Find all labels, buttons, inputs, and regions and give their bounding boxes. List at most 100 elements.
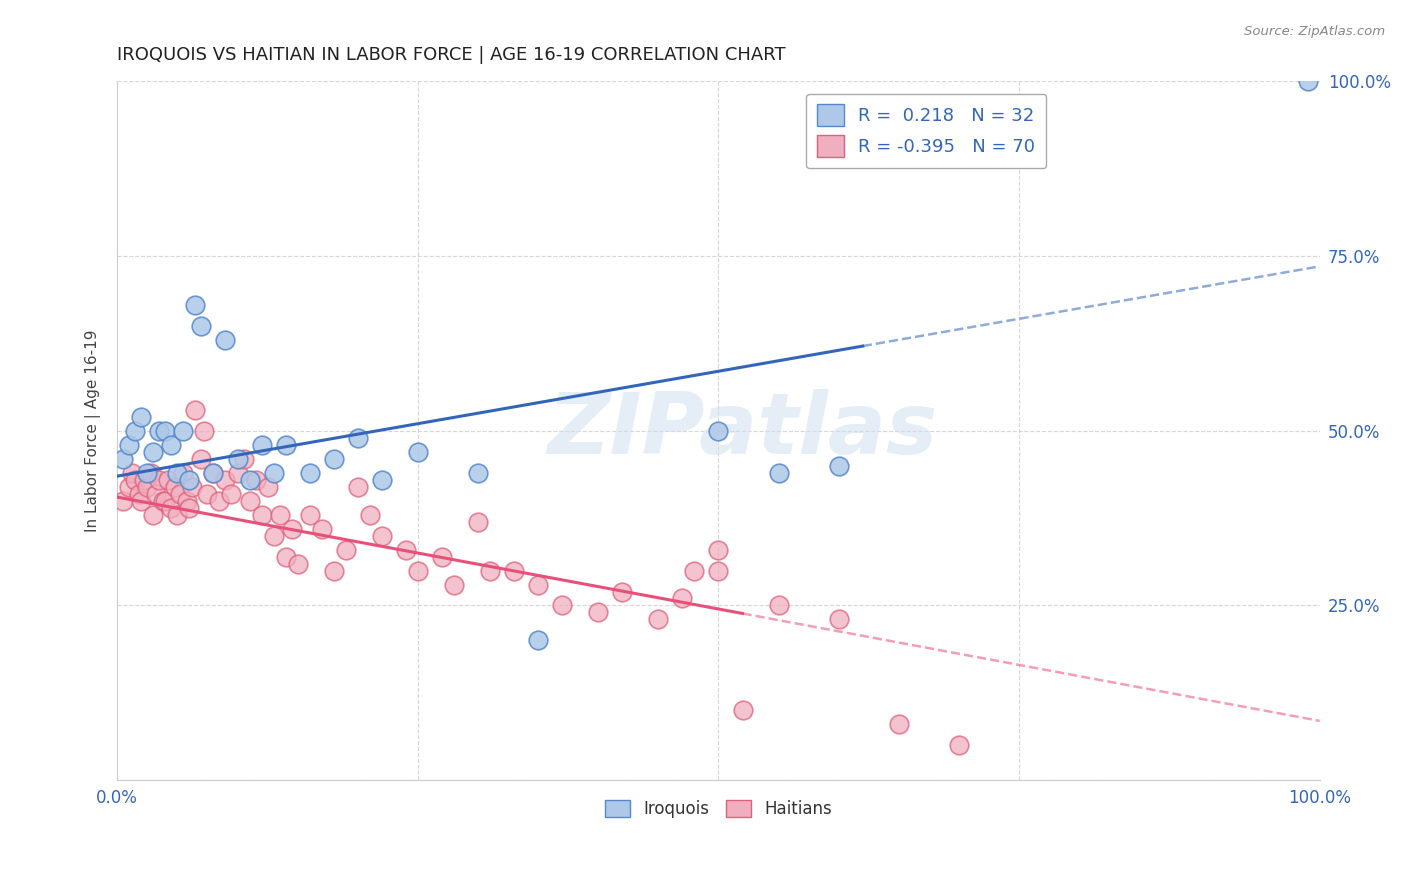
Point <box>131 409 153 424</box>
Point <box>371 473 394 487</box>
Point <box>647 612 669 626</box>
Point <box>948 739 970 753</box>
Point <box>180 480 202 494</box>
Point <box>683 564 706 578</box>
Text: Source: ZipAtlas.com: Source: ZipAtlas.com <box>1244 25 1385 38</box>
Text: IROQUOIS VS HAITIAN IN LABOR FORCE | AGE 16-19 CORRELATION CHART: IROQUOIS VS HAITIAN IN LABOR FORCE | AGE… <box>117 46 786 64</box>
Point <box>359 508 381 522</box>
Point <box>226 466 249 480</box>
Point <box>166 466 188 480</box>
Point <box>322 564 344 578</box>
Legend: Iroquois, Haitians: Iroquois, Haitians <box>599 793 838 824</box>
Point <box>160 437 183 451</box>
Point <box>274 549 297 564</box>
Point <box>148 424 170 438</box>
Point <box>406 564 429 578</box>
Point <box>298 466 321 480</box>
Point <box>112 451 135 466</box>
Point <box>551 599 574 613</box>
Point <box>280 522 302 536</box>
Point <box>430 549 453 564</box>
Point <box>202 466 225 480</box>
Point <box>263 528 285 542</box>
Point <box>142 508 165 522</box>
Point <box>155 424 177 438</box>
Point <box>395 542 418 557</box>
Point <box>346 480 368 494</box>
Point <box>731 703 754 717</box>
Point <box>136 480 159 494</box>
Point <box>202 466 225 480</box>
Point <box>124 473 146 487</box>
Point <box>142 444 165 458</box>
Point <box>184 402 207 417</box>
Point <box>274 437 297 451</box>
Point <box>406 444 429 458</box>
Point <box>197 486 219 500</box>
Point <box>828 458 851 473</box>
Point <box>612 584 634 599</box>
Point <box>707 424 730 438</box>
Point <box>250 437 273 451</box>
Point <box>145 486 167 500</box>
Point <box>163 480 186 494</box>
Point <box>179 500 201 515</box>
Point <box>214 473 236 487</box>
Point <box>190 451 212 466</box>
Point <box>172 466 194 480</box>
Point <box>112 493 135 508</box>
Point <box>155 493 177 508</box>
Point <box>232 451 254 466</box>
Point <box>238 473 260 487</box>
Point <box>768 466 790 480</box>
Point <box>221 486 243 500</box>
Point <box>311 522 333 536</box>
Point <box>269 508 291 522</box>
Point <box>707 542 730 557</box>
Y-axis label: In Labor Force | Age 16-19: In Labor Force | Age 16-19 <box>86 329 101 532</box>
Point <box>226 451 249 466</box>
Point <box>124 424 146 438</box>
Point <box>887 717 910 731</box>
Point <box>250 508 273 522</box>
Point <box>707 564 730 578</box>
Point <box>160 500 183 515</box>
Point <box>346 431 368 445</box>
Point <box>263 466 285 480</box>
Point <box>298 508 321 522</box>
Point <box>152 493 174 508</box>
Point <box>190 318 212 333</box>
Point <box>1296 74 1319 88</box>
Point <box>148 473 170 487</box>
Point <box>586 606 609 620</box>
Point <box>527 633 550 648</box>
Point <box>179 473 201 487</box>
Point <box>828 612 851 626</box>
Point <box>131 493 153 508</box>
Point <box>214 333 236 347</box>
Point <box>335 542 357 557</box>
Point <box>132 473 155 487</box>
Point <box>166 508 188 522</box>
Point <box>671 591 693 606</box>
Point <box>172 424 194 438</box>
Point <box>443 577 465 591</box>
Point <box>467 515 489 529</box>
Point <box>208 493 231 508</box>
Point <box>156 473 179 487</box>
Point <box>322 451 344 466</box>
Point <box>768 599 790 613</box>
Point <box>136 466 159 480</box>
Point <box>527 577 550 591</box>
Point <box>479 564 502 578</box>
Point <box>245 473 267 487</box>
Point <box>118 480 141 494</box>
Point <box>371 528 394 542</box>
Point <box>287 557 309 571</box>
Point <box>193 424 215 438</box>
Point <box>128 486 150 500</box>
Point <box>176 493 198 508</box>
Point <box>238 493 260 508</box>
Point <box>169 486 191 500</box>
Point <box>256 480 278 494</box>
